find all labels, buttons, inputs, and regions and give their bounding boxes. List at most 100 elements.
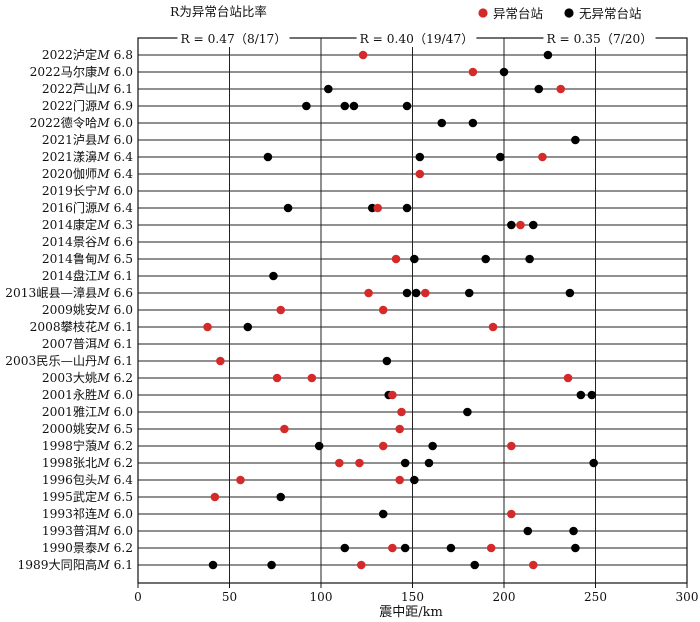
legend-anomalous-marker <box>478 8 488 18</box>
zone-label-1: R = 0.47（8/17） <box>180 32 286 46</box>
zone-label-bg <box>356 31 477 47</box>
anomalous-station-point <box>391 254 401 264</box>
row-label: 2022泸定M 6.8 <box>42 47 133 62</box>
normal-station-point <box>468 118 478 128</box>
anomalous-station-point <box>507 509 516 519</box>
row-label: 2022马尔康M 6.0 <box>30 64 133 79</box>
row-label: 2022门源M 6.9 <box>42 98 133 113</box>
legend-normal-marker <box>564 8 574 18</box>
normal-station-point <box>589 458 598 468</box>
anomalous-station-point <box>538 152 547 162</box>
row-label: 2009姚安M 6.0 <box>42 302 133 317</box>
normal-station-point <box>499 67 509 77</box>
anomalous-station-point <box>276 305 286 315</box>
zone-labels: R = 0.47（8/17） R = 0.40（19/47） R = 0.35（7/… <box>177 31 656 47</box>
row-label: 2022德令哈M 6.0 <box>30 115 133 130</box>
anomalous-station-point <box>507 441 516 451</box>
anomalous-station-point <box>378 305 388 315</box>
row-label: 2022芦山M 6.1 <box>42 82 133 96</box>
x-tick-label: 150 <box>401 590 424 604</box>
anomalous-station-point <box>280 424 289 434</box>
anomalous-station-point <box>415 169 425 179</box>
normal-station-point <box>410 475 419 485</box>
grid <box>138 38 687 583</box>
normal-station-point <box>576 390 586 400</box>
row-label: 2014康定M 6.3 <box>42 217 133 232</box>
anomalous-station-point <box>216 356 225 366</box>
normal-station-point <box>276 492 286 502</box>
normal-station-point <box>382 356 392 366</box>
normal-station-point <box>269 271 278 281</box>
row-label: 2021漾濞M 6.4 <box>42 149 133 164</box>
anomalous-station-point <box>356 560 366 570</box>
anomalous-station-point <box>397 407 406 417</box>
anomalous-station-point <box>395 424 404 434</box>
normal-station-point <box>400 543 410 553</box>
row-label: 2014景谷M 6.6 <box>42 235 133 249</box>
zone-label-3: R = 0.35（7/20） <box>546 32 652 46</box>
normal-station-point <box>340 101 350 111</box>
row-label: 1998宁蒗M 6.2 <box>42 438 133 453</box>
x-tick-label: 250 <box>584 590 607 604</box>
x-tick-label: 300 <box>676 590 699 604</box>
normal-station-point <box>302 101 311 111</box>
normal-station-point <box>378 509 388 519</box>
normal-station-point <box>424 458 434 468</box>
row-label: 1993祁连M 6.0 <box>42 506 133 521</box>
row-label: 2014鲁甸M 6.5 <box>42 252 133 266</box>
legend: 异常台站 无异常台站 <box>478 6 642 21</box>
row-label: 2020伽师M 6.4 <box>42 166 133 181</box>
normal-station-point <box>324 84 333 94</box>
x-tick-label: 50 <box>222 590 237 604</box>
normal-station-point <box>571 135 580 145</box>
anomalous-station-point <box>486 543 496 553</box>
row-label: 2019长宁M 6.0 <box>42 183 133 198</box>
normal-station-point <box>208 560 218 570</box>
normal-station-point <box>470 560 480 570</box>
normal-station-point <box>402 288 412 298</box>
legend-normal-label: 无异常台站 <box>579 6 642 21</box>
zone-label-bg <box>543 31 656 47</box>
anomalous-station-point <box>236 475 245 485</box>
normal-station-point <box>410 254 419 264</box>
normal-station-point <box>267 560 276 570</box>
anomalous-station-point <box>421 288 430 298</box>
normal-station-point <box>525 254 534 264</box>
row-label: 2003民乐—山丹M 6.1 <box>5 354 133 368</box>
normal-station-point <box>243 322 253 332</box>
normal-station-point <box>446 543 456 553</box>
row-label: 1990景泰M 6.2 <box>42 541 133 555</box>
normal-station-point <box>437 118 447 128</box>
normal-station-point <box>400 458 410 468</box>
anomalous-station-point <box>378 441 388 451</box>
x-axis: 0 50 100 150 200 250 300 <box>134 583 698 604</box>
normal-station-point <box>402 203 412 213</box>
normal-station-point <box>481 254 491 264</box>
anomalous-station-point <box>373 203 383 213</box>
normal-station-point <box>571 543 580 553</box>
normal-station-point <box>464 288 474 298</box>
normal-station-point <box>283 203 293 213</box>
anomalous-station-point <box>358 50 368 60</box>
row-label: 2000姚安M 6.5 <box>42 421 133 436</box>
row-label: 1993普洱M 6.0 <box>42 524 133 538</box>
normal-station-point <box>587 390 597 400</box>
anomalous-station-point <box>364 288 373 298</box>
normal-station-point <box>523 526 533 536</box>
anomalous-station-point <box>335 458 344 468</box>
data-points <box>203 50 598 570</box>
row-label: 2016门源M 6.4 <box>42 200 133 215</box>
normal-station-point <box>543 50 553 60</box>
row-label: 1989大同阳高M 6.1 <box>17 557 133 572</box>
normal-station-point <box>314 441 324 451</box>
row-label: 1996包头M 6.4 <box>42 473 133 487</box>
anomalous-station-point <box>395 475 404 485</box>
zone-label-bg <box>177 31 290 47</box>
normal-station-point <box>507 220 516 230</box>
anomalous-station-point <box>210 492 220 502</box>
normal-station-point <box>349 101 359 111</box>
anomalous-station-point <box>528 560 538 570</box>
normal-station-point <box>569 526 578 536</box>
anomalous-station-point <box>516 220 525 230</box>
